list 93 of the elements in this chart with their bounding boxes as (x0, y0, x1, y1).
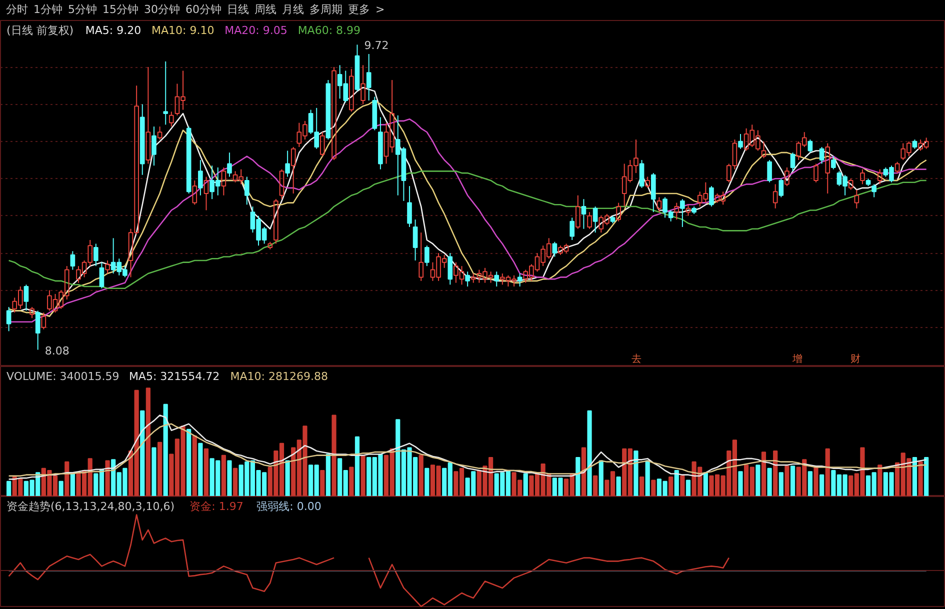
annotation: 8.08 (44, 344, 70, 358)
chart-title: (日线 前复权) (6, 24, 74, 37)
text: MA60: 8.99 (298, 24, 361, 37)
bar (680, 475, 685, 496)
annotation: 财 (850, 353, 860, 365)
candlestick (163, 60, 168, 126)
candlestick (686, 204, 691, 216)
bar (285, 460, 290, 496)
candlestick (152, 126, 156, 166)
chart-title: 资金趋势(6,13,13,24,80,3,10,6) (6, 500, 175, 513)
bar (232, 468, 238, 496)
bar (808, 471, 812, 496)
chart-title: VOLUME: 340015.59 (6, 370, 120, 383)
candlestick (854, 189, 860, 209)
bar (105, 460, 110, 496)
bar (320, 470, 325, 496)
bar (152, 447, 156, 496)
bar (686, 480, 691, 496)
annotation: 去 (632, 353, 642, 365)
bar (6, 480, 12, 496)
bar (163, 404, 168, 496)
bar (581, 447, 586, 496)
bar (639, 476, 644, 496)
text: MA5: 9.20 (85, 24, 142, 37)
bar (790, 466, 796, 496)
candlestick (465, 271, 470, 288)
bar (64, 461, 70, 496)
bar (674, 470, 679, 496)
candlestick (140, 104, 145, 176)
text: 强弱线: 0.00 (256, 500, 322, 513)
bar (186, 428, 192, 496)
bar (198, 442, 203, 496)
bar (326, 454, 330, 496)
text: 分时 1分钟 5分钟 15分钟 30分钟 60分钟 日线 周线 月线 多周期 更多 > (6, 2, 385, 18)
bar (918, 461, 923, 496)
candlestick (285, 150, 290, 178)
bar (204, 448, 209, 496)
bar (576, 457, 580, 496)
bar (227, 460, 232, 496)
bar (651, 480, 656, 496)
text: MA10: 281269.88 (230, 370, 328, 383)
bar (767, 468, 772, 496)
bar (645, 460, 650, 496)
candlestick (412, 219, 418, 261)
bar (418, 454, 424, 496)
bar (598, 460, 604, 496)
bar (157, 442, 162, 496)
bar (58, 480, 64, 496)
text: MA20: 9.05 (224, 24, 288, 37)
bar (878, 464, 882, 496)
bar (593, 475, 598, 496)
candlestick (366, 53, 372, 101)
candlestick (494, 271, 500, 288)
candlestick (581, 198, 586, 230)
bar (332, 414, 336, 496)
bar (703, 472, 708, 496)
candlestick (93, 243, 98, 267)
bar (761, 452, 766, 496)
bar (146, 388, 150, 496)
annotation: 增 (792, 353, 802, 365)
bar (912, 457, 918, 496)
bar (221, 454, 226, 496)
candlestick (418, 232, 424, 282)
bar (70, 473, 75, 496)
bar (784, 466, 790, 496)
bar (814, 466, 818, 496)
bar (349, 466, 354, 496)
bar (360, 454, 366, 496)
bar (354, 436, 360, 496)
bar (756, 464, 760, 496)
bar (924, 457, 929, 496)
annotation: 9.72 (364, 39, 389, 52)
text: MA10: 9.10 (152, 24, 214, 37)
candlestick (70, 250, 76, 270)
bar (616, 476, 621, 496)
bar (192, 435, 197, 496)
text: 资金: 1.97 (190, 500, 244, 513)
bar (738, 471, 743, 496)
bar (825, 448, 830, 496)
bar (820, 474, 824, 496)
bar (523, 473, 528, 496)
candlestick (378, 116, 383, 170)
bar (778, 472, 784, 496)
bar (773, 450, 778, 496)
candlestick (227, 152, 232, 178)
bar (634, 450, 638, 496)
candlestick (198, 160, 203, 196)
text: MA5: 321554.72 (128, 370, 220, 383)
bar (424, 468, 430, 496)
bar (587, 410, 592, 496)
bar (140, 410, 145, 496)
candlestick (772, 184, 778, 209)
bar (668, 476, 674, 496)
